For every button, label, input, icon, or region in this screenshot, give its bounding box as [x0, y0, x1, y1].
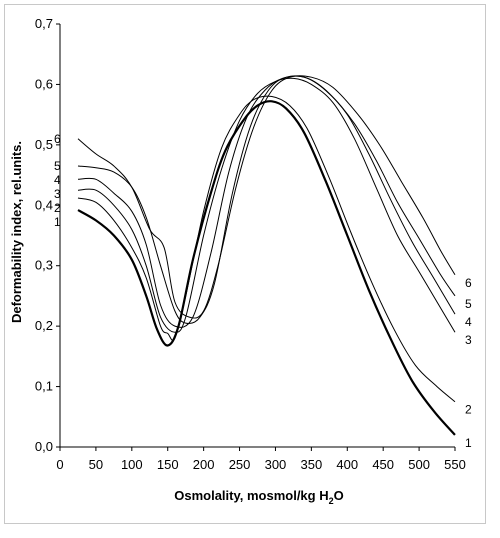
axes: [56, 23, 456, 451]
y-tick-label: 0,1: [35, 379, 53, 394]
y-tick-label: 0,6: [35, 76, 53, 91]
y-tick-label: 0,4: [35, 197, 53, 212]
x-axis-title-sub: 2: [329, 496, 334, 506]
series-label-right-5: 5: [465, 297, 472, 311]
series-line-5: [77, 75, 456, 324]
series-layer: [77, 75, 456, 436]
series-label-right-1: 1: [465, 436, 472, 450]
x-axis-title-tail: O: [334, 488, 344, 503]
x-axis-title-main: Osmolality, mosmol/kg H: [174, 488, 328, 503]
x-tick-label: 350: [301, 457, 323, 472]
x-tick-label: 450: [372, 457, 394, 472]
series-label-left-6: 6: [54, 132, 61, 146]
series-label-right-4: 4: [465, 315, 472, 329]
x-tick-label: 0: [56, 457, 63, 472]
x-tick-label: 550: [444, 457, 466, 472]
x-tick-label: 300: [265, 457, 287, 472]
y-tick-label: 0,3: [35, 258, 53, 273]
series-line-3: [77, 77, 456, 333]
series-label-right-2: 2: [465, 403, 472, 417]
series-line-6: [77, 75, 456, 319]
series-label-left-1: 1: [54, 215, 61, 229]
series-label-right-3: 3: [465, 333, 472, 347]
series-label-left-3: 3: [54, 187, 61, 201]
x-tick-label: 500: [408, 457, 430, 472]
series-line-2: [77, 95, 456, 403]
y-axis-title: Deformability index, rel.units.: [9, 141, 24, 323]
series-label-right-6: 6: [465, 276, 472, 290]
x-tick-label: 250: [229, 457, 251, 472]
y-tick-label: 0,0: [35, 439, 53, 454]
x-tick-label: 150: [157, 457, 179, 472]
series-label-left-5: 5: [54, 159, 61, 173]
x-tick-label: 200: [193, 457, 215, 472]
y-tick-label: 0,2: [35, 318, 53, 333]
y-tick-label: 0,7: [35, 16, 53, 31]
series-line-1: [77, 100, 456, 436]
series-line-4: [77, 75, 456, 328]
x-tick-label: 100: [121, 457, 143, 472]
x-tick-label: 400: [336, 457, 358, 472]
series-label-left-2: 2: [54, 201, 61, 215]
chart-border: [4, 4, 486, 524]
x-axis-title: Osmolality, mosmol/kg H2O: [174, 488, 344, 506]
y-tick-label: 0,5: [35, 137, 53, 152]
series-label-left-4: 4: [54, 173, 61, 187]
tick-labels: 0,0 0,1 0,2 0,3 0,4 0,5 0,6 0,7 0 50 100 150 200 250 3…: [35, 16, 466, 472]
x-tick-label: 50: [89, 457, 103, 472]
